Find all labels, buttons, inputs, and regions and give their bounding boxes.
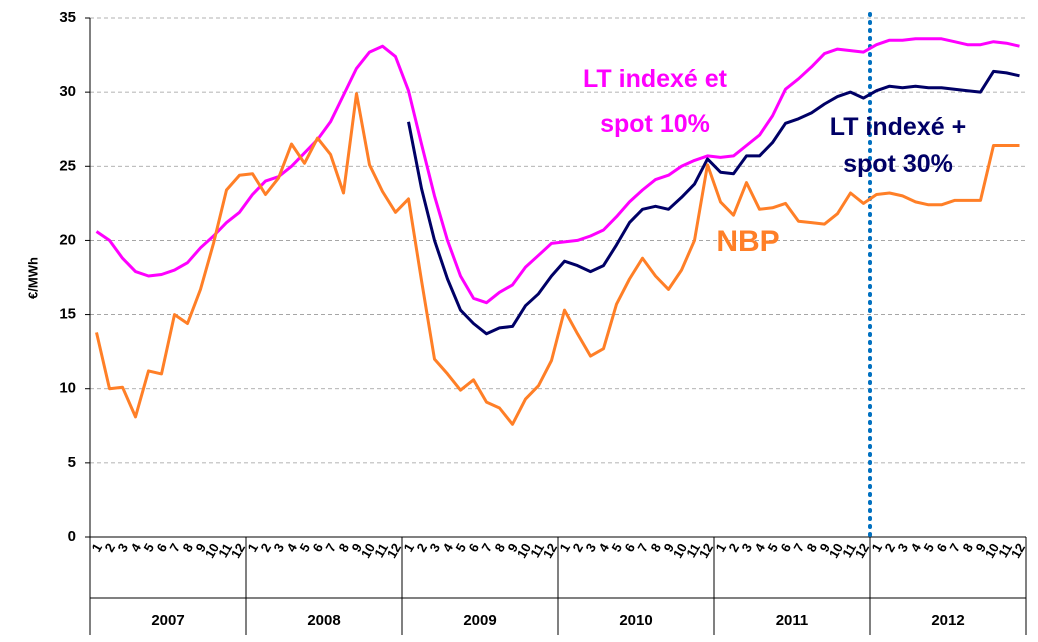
y-tick-label: 10 — [59, 380, 76, 397]
y-tick-label: 0 — [68, 528, 76, 545]
series-label: NBP — [716, 225, 779, 258]
y-tick-label: 35 — [59, 9, 76, 26]
group-label: 2010 — [619, 612, 652, 629]
x-tick-label: 10 — [358, 541, 378, 561]
x-tick-label: 11 — [527, 541, 547, 560]
y-tick-label: 15 — [59, 306, 76, 323]
x-tick-label: 12 — [228, 541, 248, 561]
series-line — [95, 37, 1020, 305]
x-tick-label: 11 — [683, 541, 703, 560]
x-tick-label: 12 — [852, 541, 872, 561]
x-tick-label: 11 — [215, 541, 235, 560]
group-label: 2012 — [931, 612, 964, 629]
y-axis-label: €/MWh — [25, 257, 40, 299]
series-line — [407, 69, 1020, 336]
x-tick-label: 12 — [1008, 541, 1028, 561]
y-tick-label: 30 — [59, 83, 76, 100]
group-label: 2011 — [776, 612, 809, 629]
series-line — [95, 92, 1020, 426]
x-tick-label: 12 — [384, 541, 404, 561]
x-tick-label: 11 — [371, 541, 391, 560]
x-tick-label: 10 — [826, 541, 846, 561]
group-label: 2007 — [151, 612, 184, 629]
y-tick-label: 20 — [59, 231, 76, 248]
x-tick-label: 12 — [540, 541, 560, 561]
x-tick-label: 10 — [670, 541, 690, 561]
y-tick-label: 25 — [59, 157, 76, 174]
group-label: 2009 — [463, 612, 496, 629]
x-tick-label: 12 — [696, 541, 716, 561]
x-tick-label: 10 — [982, 541, 1002, 561]
series-label: LT indexé et spot 10% — [583, 65, 728, 138]
x-tick-label: 10 — [202, 541, 222, 561]
x-tick-label: 11 — [995, 541, 1015, 560]
x-tick-label: 11 — [839, 541, 859, 560]
y-tick-label: 5 — [68, 454, 76, 471]
series-label: LT indexé + spot 30% — [830, 113, 966, 178]
group-label: 2008 — [307, 612, 340, 629]
x-tick-label: 10 — [514, 541, 534, 561]
